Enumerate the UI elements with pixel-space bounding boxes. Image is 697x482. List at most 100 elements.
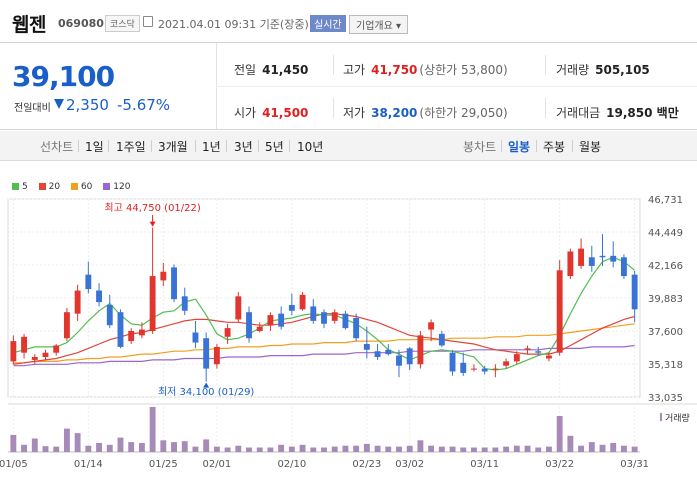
volume-label: 거래량 <box>556 63 590 77</box>
candle-body <box>546 355 552 359</box>
volume-bar <box>417 440 424 452</box>
open-value: 41,500 <box>262 106 309 120</box>
period-1w[interactable]: 1주일 <box>116 140 146 154</box>
candle-body <box>363 344 370 350</box>
change-percent: -5.67% <box>117 96 171 114</box>
period-3y[interactable]: 3년 <box>234 140 253 154</box>
candle-body <box>310 306 317 321</box>
candle-monthly[interactable]: 월봉 <box>579 140 602 154</box>
candle-body <box>74 290 81 314</box>
volume-bar <box>21 444 28 452</box>
volume-bar <box>31 438 38 452</box>
candle-body <box>278 313 285 327</box>
divider <box>226 140 227 152</box>
current-price: 39,100 <box>12 60 115 93</box>
volume-bar <box>181 441 188 452</box>
volume-bar <box>631 446 638 452</box>
stock-name: 웹젠 <box>12 14 46 36</box>
candle-body <box>96 290 102 303</box>
candle-body <box>117 312 124 347</box>
candle-weekly[interactable]: 주봉 <box>543 140 566 154</box>
candle-body <box>578 248 585 266</box>
change-value: 2,350 <box>66 96 109 114</box>
high-value: 41,750 <box>371 63 418 77</box>
line-chart-tab[interactable]: 선차트 <box>40 140 74 154</box>
legend-swatch <box>12 183 19 190</box>
candle-body <box>556 270 563 353</box>
divider <box>333 55 334 75</box>
period-bar: 선차트 1일 1주일 3개월 1년 3년 5년 10년 봉차트 일봉 주봉 월봉 <box>0 131 697 161</box>
divider <box>289 140 290 152</box>
divider <box>195 140 196 152</box>
candle-daily[interactable]: 일봉 <box>508 140 531 154</box>
prev-close-cell: 전일 41,450 <box>234 61 308 78</box>
period-3m[interactable]: 3개월 <box>158 140 188 154</box>
period-1y[interactable]: 1년 <box>202 140 221 154</box>
period-1d[interactable]: 1일 <box>85 140 104 154</box>
datetime-text: 2021.04.01 09:31 <box>158 18 257 31</box>
open-cell: 시가 41,500 <box>234 104 308 121</box>
volume-bar <box>396 446 402 452</box>
company-overview-dropdown[interactable]: 기업개요 ▾ <box>349 15 408 34</box>
candle-body <box>192 332 199 343</box>
volume-bar <box>428 445 435 452</box>
volume-bar <box>481 447 488 452</box>
x-tick-label: 01/25 <box>149 459 178 470</box>
low-value: 38,200 <box>371 106 418 120</box>
divider <box>216 86 697 87</box>
candle-body <box>246 312 252 339</box>
volume-bar <box>117 437 124 452</box>
legend-label: 5 <box>22 182 28 192</box>
legend-ma5: 5 <box>12 182 28 192</box>
volume-bar <box>74 433 81 452</box>
candle-body <box>213 346 220 365</box>
candle-body <box>31 357 38 360</box>
candle-body <box>267 315 274 326</box>
candle-body <box>492 368 499 370</box>
candle-body <box>171 267 177 300</box>
candle-body <box>406 348 413 365</box>
high-arrowhead <box>149 221 156 227</box>
candle-body <box>128 331 135 342</box>
y-tick-label: 37,600 <box>648 327 683 338</box>
candle-body <box>203 338 210 369</box>
candle-body <box>396 355 402 366</box>
low-arrowhead <box>203 382 210 388</box>
volume-bar <box>278 444 285 452</box>
period-10y[interactable]: 10년 <box>297 140 324 154</box>
candle-body <box>610 255 617 262</box>
volume-bar <box>556 416 563 452</box>
volume-bar <box>288 446 295 452</box>
down-arrow-icon <box>54 99 64 109</box>
candle-body <box>42 352 49 358</box>
candle-body <box>460 362 467 373</box>
volume-label: 거래량 <box>665 412 690 424</box>
candlestick-chart[interactable]: 46,731 44,449 42,166 39,883 37,600 35,318 33,0… <box>0 173 697 482</box>
candle-body <box>21 336 28 353</box>
realtime-button[interactable]: 실시간 <box>310 15 346 32</box>
period-5y[interactable]: 5년 <box>265 140 284 154</box>
market-badge: 코스닥 <box>105 15 140 32</box>
candle-body <box>160 271 167 281</box>
candle-body <box>567 251 574 277</box>
clock-icon <box>143 16 153 27</box>
prev-close-value: 41,450 <box>262 63 309 77</box>
volume-bar <box>406 445 413 452</box>
volume-bar <box>310 447 317 452</box>
candle-body <box>503 361 510 366</box>
candle-body <box>353 317 360 339</box>
change-label: 전일대비 <box>14 103 51 114</box>
candle-chart-tab[interactable]: 봉차트 <box>463 140 497 154</box>
ma60-line <box>13 323 635 364</box>
candle-body <box>85 274 92 290</box>
candle-body <box>524 348 531 350</box>
volume-bar <box>149 407 156 452</box>
candle-body <box>535 351 542 353</box>
upper-limit: (상한가 53,800) <box>419 63 508 77</box>
candle-body <box>417 335 424 365</box>
volume-bar <box>535 447 542 452</box>
volume-bar <box>235 445 242 452</box>
quote-datetime: 2021.04.01 09:31 기준(장중) <box>158 16 309 32</box>
candle-body <box>385 349 392 355</box>
candle-body <box>138 329 145 336</box>
